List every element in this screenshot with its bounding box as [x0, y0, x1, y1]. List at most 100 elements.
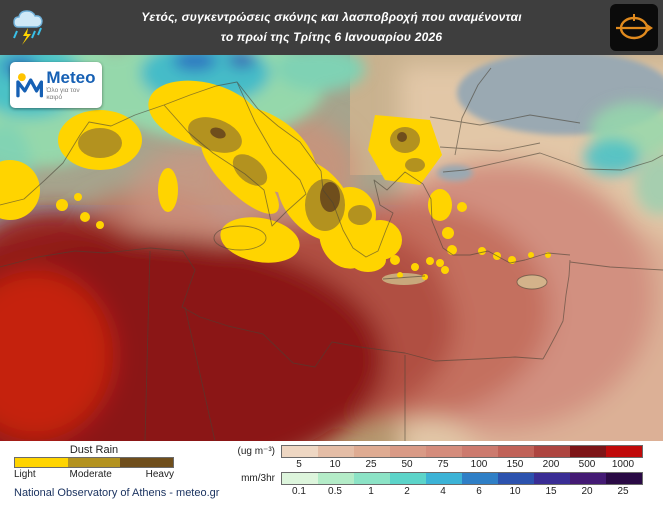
dust-rain-labels: Light Moderate Heavy — [14, 469, 174, 480]
scale-tick: 200 — [542, 459, 560, 470]
scale-swatch — [462, 473, 498, 484]
scale-tick: 15 — [545, 486, 557, 497]
scale-swatch — [570, 473, 606, 484]
scale-tick: 100 — [470, 459, 488, 470]
scale-swatch — [534, 446, 570, 457]
scale-swatch — [606, 473, 642, 484]
scale-tick: 5 — [296, 459, 302, 470]
title-line-1: Υετός, συγκεντρώσεις σκόνης και λασποβρο… — [141, 10, 522, 25]
dust-scale-bar — [281, 445, 643, 458]
header: Υετός, συγκεντρώσεις σκόνης και λασποβρο… — [0, 0, 663, 55]
scale-tick: 75 — [437, 459, 449, 470]
dust-rain-heavy — [210, 127, 407, 212]
dust-rain-label: Moderate — [69, 469, 112, 480]
scale-swatch — [498, 446, 534, 457]
scale-swatch — [426, 446, 462, 457]
scale-swatch-color — [606, 446, 642, 457]
crete-island — [382, 273, 426, 285]
scale-tick: 25 — [365, 459, 377, 470]
scale-swatch-color — [462, 473, 498, 484]
scale-swatch-color — [570, 473, 606, 484]
scale-tick: 2 — [404, 486, 410, 497]
scale-tick: 4 — [440, 486, 446, 497]
dust-rain-label: Heavy — [145, 469, 174, 480]
logo-tagline: Όλο για τον καιρό — [46, 87, 80, 101]
scale-swatch — [606, 446, 642, 457]
scale-swatch — [282, 473, 318, 484]
scale-swatch — [318, 446, 354, 457]
dust-rain-title: Dust Rain — [69, 444, 119, 456]
scale-swatch-color — [390, 446, 426, 457]
dust-scale-row: (ug m⁻³) 5 10 25 50 75 100 150 200 500 1000 — [225, 445, 663, 471]
scale-swatch-color — [498, 446, 534, 457]
legend-right: (ug m⁻³) 5 10 25 50 75 100 150 200 500 1000 mm/3h… — [225, 441, 663, 499]
dust-rain-swatch — [120, 458, 174, 467]
scale-swatch — [534, 473, 570, 484]
scale-swatch-color — [354, 473, 390, 484]
scale-tick: 20 — [581, 486, 593, 497]
attribution: National Observatory of Athens - meteo.g… — [14, 487, 220, 499]
scale-swatch-color — [282, 446, 318, 457]
scale-swatch — [354, 473, 390, 484]
scale-swatch — [498, 473, 534, 484]
scale-swatch-color — [426, 446, 462, 457]
scale-swatch-color — [570, 446, 606, 457]
dust-rain-swatch — [15, 458, 68, 467]
scale-swatch — [354, 446, 390, 457]
storm-cloud-icon — [13, 10, 43, 45]
logo-brand: Meteo — [46, 68, 96, 87]
scale-swatch — [282, 446, 318, 457]
dust-rain-bar — [14, 457, 174, 468]
borders-coastlines — [0, 67, 663, 441]
scale-swatch-color — [462, 446, 498, 457]
map-canvas — [0, 55, 663, 441]
scale-tick: 10 — [329, 459, 341, 470]
scale-tick: 50 — [401, 459, 413, 470]
dust-rain-label: Light — [14, 469, 36, 480]
dust-scale-ticks: 5 10 25 50 75 100 150 200 500 1000 — [281, 458, 643, 471]
scale-swatch-color — [498, 473, 534, 484]
rain-scale-bar — [281, 472, 643, 485]
compass-icon — [616, 13, 653, 39]
scale-swatch — [318, 473, 354, 484]
rain-scale-unit: mm/3hr — [241, 473, 275, 484]
dust-rain-swatch — [67, 458, 121, 467]
dust-scale-unit: (ug m⁻³) — [237, 446, 276, 457]
compass-logo — [610, 4, 658, 51]
legend-left: Dust Rain Light Moderate Heavy National Ob… — [0, 441, 225, 499]
legend: Dust Rain Light Moderate Heavy National Ob… — [0, 441, 663, 511]
scale-tick: 1 — [368, 486, 374, 497]
meteo-m-icon — [16, 73, 44, 98]
scale-swatch-color — [282, 473, 318, 484]
scale-tick: 10 — [509, 486, 521, 497]
scale-swatch-color — [318, 473, 354, 484]
scale-tick: 0.5 — [328, 486, 342, 497]
logo-text-block: Meteo Όλο για τον καιρό — [46, 69, 96, 101]
meteo-logo: Meteo Όλο για τον καιρό — [10, 62, 102, 108]
rain-scale-row: mm/3hr 0.1 0.5 1 2 4 6 10 15 20 25 — [225, 472, 663, 498]
scale-tick: 150 — [506, 459, 524, 470]
scale-tick: 25 — [617, 486, 629, 497]
title-line-2: το πρωί της Τρίτης 6 Ιανουαρίου 2026 — [220, 29, 443, 44]
cyprus-island — [517, 275, 547, 289]
scale-swatch — [390, 446, 426, 457]
scale-swatch-color — [606, 473, 642, 484]
scale-swatch-color — [390, 473, 426, 484]
scale-swatch — [570, 446, 606, 457]
scale-swatch-color — [354, 446, 390, 457]
scale-swatch-color — [534, 446, 570, 457]
scale-swatch-color — [534, 473, 570, 484]
scale-tick: 6 — [476, 486, 482, 497]
scale-swatch-color — [426, 473, 462, 484]
scale-swatch-color — [318, 446, 354, 457]
scale-tick: 1000 — [611, 459, 635, 470]
map-title: Υετός, συγκεντρώσεις σκόνης και λασποβρο… — [141, 8, 522, 46]
map-area: Meteo Όλο για τον καιρό — [0, 55, 663, 441]
rain-scale-ticks: 0.1 0.5 1 2 4 6 10 15 20 25 — [281, 485, 643, 498]
scale-tick: 500 — [578, 459, 596, 470]
scale-swatch — [426, 473, 462, 484]
scale-swatch — [390, 473, 426, 484]
scale-tick: 0.1 — [292, 486, 306, 497]
scale-swatch — [462, 446, 498, 457]
